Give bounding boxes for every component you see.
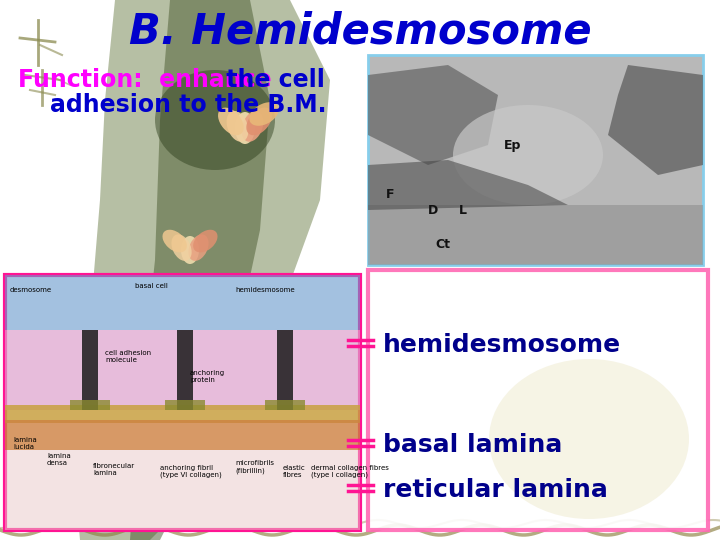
Bar xyxy=(70,400,110,410)
Text: hemidesmosome: hemidesmosome xyxy=(383,333,621,357)
Bar xyxy=(368,55,703,265)
Ellipse shape xyxy=(189,234,209,261)
Ellipse shape xyxy=(246,107,272,136)
Text: dermal collagen fibres
(type I collagen): dermal collagen fibres (type I collagen) xyxy=(311,465,389,478)
Ellipse shape xyxy=(249,102,279,126)
Polygon shape xyxy=(368,65,498,165)
Ellipse shape xyxy=(193,230,217,252)
Text: F: F xyxy=(386,188,395,201)
Text: Ep: Ep xyxy=(504,138,522,152)
Text: lamina
densa: lamina densa xyxy=(47,453,71,466)
Ellipse shape xyxy=(155,70,275,170)
Bar xyxy=(5,275,360,330)
Text: D: D xyxy=(428,204,438,217)
Text: fibronecular
lamina: fibronecular lamina xyxy=(93,463,135,476)
Bar xyxy=(277,330,293,410)
Bar xyxy=(5,330,360,410)
Ellipse shape xyxy=(242,111,264,141)
Bar xyxy=(265,400,305,410)
Text: L: L xyxy=(459,204,467,217)
Text: reticular lamina: reticular lamina xyxy=(383,478,608,502)
Text: anchoring
protein: anchoring protein xyxy=(190,370,225,383)
Polygon shape xyxy=(608,65,703,175)
Bar xyxy=(177,330,193,410)
Bar xyxy=(368,270,708,530)
Text: cell adhesion
molecule: cell adhesion molecule xyxy=(105,350,151,363)
Ellipse shape xyxy=(218,107,243,136)
Bar xyxy=(5,405,360,423)
Ellipse shape xyxy=(181,236,199,264)
Text: the cell: the cell xyxy=(218,68,325,92)
Text: elastic
fibres: elastic fibres xyxy=(283,465,306,478)
Text: anchoring fibril
(type VI collagen): anchoring fibril (type VI collagen) xyxy=(160,465,222,478)
Ellipse shape xyxy=(453,105,603,205)
Text: basal cell: basal cell xyxy=(135,283,168,289)
Text: Function:  enhance: Function: enhance xyxy=(18,68,271,92)
Ellipse shape xyxy=(171,234,192,261)
Bar xyxy=(5,275,360,530)
Bar xyxy=(5,420,360,450)
Bar xyxy=(165,400,205,410)
Ellipse shape xyxy=(489,359,689,519)
Polygon shape xyxy=(368,205,703,265)
Text: adhesion to the B.M.: adhesion to the B.M. xyxy=(50,93,326,117)
Bar xyxy=(5,450,360,530)
Polygon shape xyxy=(130,0,270,540)
Ellipse shape xyxy=(105,390,235,470)
Text: hemidesmosome: hemidesmosome xyxy=(235,287,294,293)
Bar xyxy=(82,330,98,410)
Text: lamina
lucida: lamina lucida xyxy=(13,437,37,450)
Polygon shape xyxy=(368,160,568,210)
Ellipse shape xyxy=(163,230,187,252)
Text: desmosome: desmosome xyxy=(10,287,52,293)
Ellipse shape xyxy=(227,111,248,141)
Ellipse shape xyxy=(235,112,255,144)
Text: B. Hemidesmosome: B. Hemidesmosome xyxy=(129,11,591,53)
Polygon shape xyxy=(70,0,330,540)
Text: microfibrils
(fibrillin): microfibrils (fibrillin) xyxy=(235,460,274,474)
Text: basal lamina: basal lamina xyxy=(383,433,562,457)
Text: Ct: Ct xyxy=(436,239,451,252)
